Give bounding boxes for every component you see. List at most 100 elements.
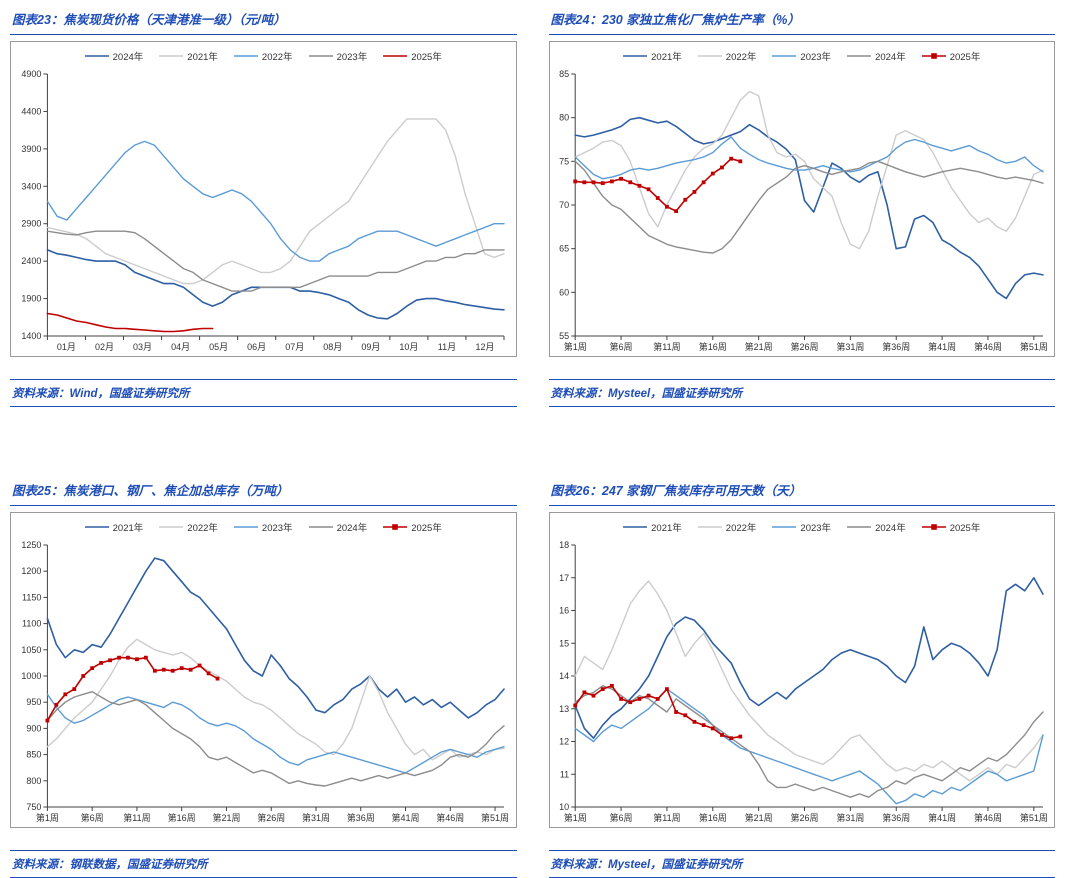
figure-chart-23: 2024年 2021年 2022年 2023年 2025年 1400 1900 2400 29… xyxy=(10,41,517,357)
figure-panel-26: 图表26：247 家钢厂焦炭库存可用天数（天） 2021年 2022年 2023年 2… xyxy=(548,477,1055,878)
legend-swatch xyxy=(383,55,408,57)
chart-legend: 2021年 2022年 2023年 2024年 2025年 xyxy=(550,520,1055,534)
svg-text:第31周: 第31周 xyxy=(836,812,864,823)
svg-text:03月: 03月 xyxy=(133,342,152,352)
svg-text:第6周: 第6周 xyxy=(609,812,632,823)
figure-chart-24: 2021年 2022年 2023年 2024年 2025年 55 60 65 70 75 80 85… xyxy=(548,41,1055,357)
chart-legend: 2021年 2022年 2023年 2024年 2025年 xyxy=(550,49,1055,63)
svg-text:第41周: 第41周 xyxy=(928,812,956,823)
chart-canvas: 55 60 65 70 75 80 85 第1周 第6周 第11周 第16周 第21周 第26周 第31周… xyxy=(559,69,1048,352)
legend-swatch xyxy=(84,526,109,528)
svg-text:第1周: 第1周 xyxy=(563,341,586,352)
svg-text:第51周: 第51周 xyxy=(481,812,509,823)
svg-text:第16周: 第16周 xyxy=(698,812,726,823)
legend-swatch xyxy=(159,55,184,57)
svg-text:85: 85 xyxy=(559,69,569,79)
svg-text:第21周: 第21周 xyxy=(744,812,772,823)
svg-text:1150: 1150 xyxy=(22,592,41,602)
svg-text:16: 16 xyxy=(559,606,569,616)
svg-text:850: 850 xyxy=(26,750,41,760)
legend-label: 2024年 xyxy=(336,523,368,534)
svg-text:65: 65 xyxy=(559,244,569,254)
source-text: 资料来源：Mysteel，国盛证券研究所 xyxy=(550,388,743,400)
svg-text:4400: 4400 xyxy=(21,106,41,116)
svg-text:05月: 05月 xyxy=(209,342,228,352)
svg-text:60: 60 xyxy=(559,287,569,297)
legend-swatch xyxy=(233,55,258,57)
svg-text:2900: 2900 xyxy=(21,219,41,229)
svg-text:1200: 1200 xyxy=(21,566,41,576)
legend-item: 2022年 xyxy=(697,49,757,63)
chart-plot: 10 11 12 13 14 15 16 17 18 第1周 第6周 第11周 第16周 第21周 第26周… xyxy=(552,539,1053,825)
svg-text:第41周: 第41周 xyxy=(928,341,956,352)
legend-label: 2025年 xyxy=(411,523,442,534)
legend-item: 2024年 xyxy=(847,520,906,534)
chart-canvas: 750 800 850 900 950 1000 1050 1100 1150 1200 1250 第… xyxy=(21,540,509,823)
legend-label: 2022年 xyxy=(187,523,218,534)
figure-chart-25: 2021年 2022年 2023年 2024年 2025年 750 800 850 900 95… xyxy=(10,512,517,828)
svg-text:第36周: 第36周 xyxy=(347,812,375,823)
svg-text:1900: 1900 xyxy=(21,294,41,304)
legend-label: 2024年 xyxy=(875,523,906,534)
chart-canvas: 10 11 12 13 14 15 16 17 18 第1周 第6周 第11周 第16周 第21周 第26周… xyxy=(559,540,1048,823)
svg-text:第41周: 第41周 xyxy=(392,812,420,823)
legend-swatch xyxy=(159,526,184,528)
svg-text:07月: 07月 xyxy=(285,342,304,352)
svg-text:09月: 09月 xyxy=(361,342,380,352)
legend-swatch xyxy=(623,526,648,528)
svg-text:12: 12 xyxy=(559,737,569,747)
legend-label: 2022年 xyxy=(725,523,757,534)
legend-swatch xyxy=(847,55,872,57)
svg-text:3900: 3900 xyxy=(21,144,41,154)
legend-item: 2024年 xyxy=(308,520,368,534)
legend-item: 2023年 xyxy=(308,49,368,63)
svg-text:06月: 06月 xyxy=(247,342,266,352)
legend-label: 2025年 xyxy=(949,523,981,534)
figure-title-23: 图表23：焦炭现货价格（天津港准一级）（元/吨） xyxy=(10,6,517,35)
legend-label: 2022年 xyxy=(261,52,293,63)
svg-text:第26周: 第26周 xyxy=(790,341,818,352)
figure-panel-25: 图表25：焦炭港口、钢厂、焦企加总库存（万吨） 2021年 2022年 2023年 2… xyxy=(10,477,517,878)
legend-label: 2025年 xyxy=(411,52,442,63)
svg-text:2400: 2400 xyxy=(21,256,41,266)
svg-text:3400: 3400 xyxy=(21,181,41,191)
figure-title-26: 图表26：247 家钢厂焦炭库存可用天数（天） xyxy=(548,477,1055,506)
legend-item: 2021年 xyxy=(623,49,682,63)
legend-label: 2022年 xyxy=(725,52,757,63)
legend-item: 2023年 xyxy=(233,520,293,534)
legend-swatch xyxy=(697,55,722,57)
svg-text:第46周: 第46周 xyxy=(973,341,1001,352)
figure-title-24: 图表24：230 家独立焦化厂焦炉生产率（%） xyxy=(548,6,1055,35)
legend-swatch xyxy=(772,55,797,57)
source-row-26: 资料来源：Mysteel，国盛证券研究所 xyxy=(548,850,1055,878)
legend-label: 2023年 xyxy=(336,52,368,63)
svg-text:第1周: 第1周 xyxy=(563,812,586,823)
legend-label: 2025年 xyxy=(949,52,981,63)
svg-text:01月: 01月 xyxy=(57,342,76,352)
figure-panel-23: 图表23：焦炭现货价格（天津港准一级）（元/吨） 2024年 2021年 2022年… xyxy=(10,6,517,407)
figure-panel-24: 图表24：230 家独立焦化厂焦炉生产率（%） 2021年 2022年 2023年 2… xyxy=(548,6,1055,407)
svg-text:800: 800 xyxy=(26,776,41,786)
legend-item: 2025年 xyxy=(383,520,442,534)
legend-swatch xyxy=(84,55,109,57)
svg-text:第31周: 第31周 xyxy=(302,812,330,823)
legend-swatch xyxy=(847,526,872,528)
svg-text:04月: 04月 xyxy=(171,342,190,352)
svg-text:1000: 1000 xyxy=(21,671,41,681)
svg-text:4900: 4900 xyxy=(21,69,41,79)
legend-label: 2021年 xyxy=(112,523,144,534)
legend-item: 2024年 xyxy=(84,49,143,63)
svg-text:1400: 1400 xyxy=(21,331,41,341)
chart-plot: 1400 1900 2400 2900 3400 3900 4400 4900 01月 02月 03… xyxy=(13,68,514,354)
svg-text:13: 13 xyxy=(559,704,569,714)
legend-item: 2023年 xyxy=(772,520,831,534)
svg-text:第1周: 第1周 xyxy=(36,812,59,823)
legend-item: 2021年 xyxy=(84,520,144,534)
legend-label: 2024年 xyxy=(875,52,906,63)
legend-item: 2025年 xyxy=(921,49,981,63)
source-text: 资料来源：钢联数据，国盛证券研究所 xyxy=(12,859,208,871)
svg-text:第21周: 第21周 xyxy=(744,341,772,352)
svg-text:第31周: 第31周 xyxy=(836,341,864,352)
svg-text:10: 10 xyxy=(559,802,569,812)
legend-item: 2022年 xyxy=(159,520,218,534)
